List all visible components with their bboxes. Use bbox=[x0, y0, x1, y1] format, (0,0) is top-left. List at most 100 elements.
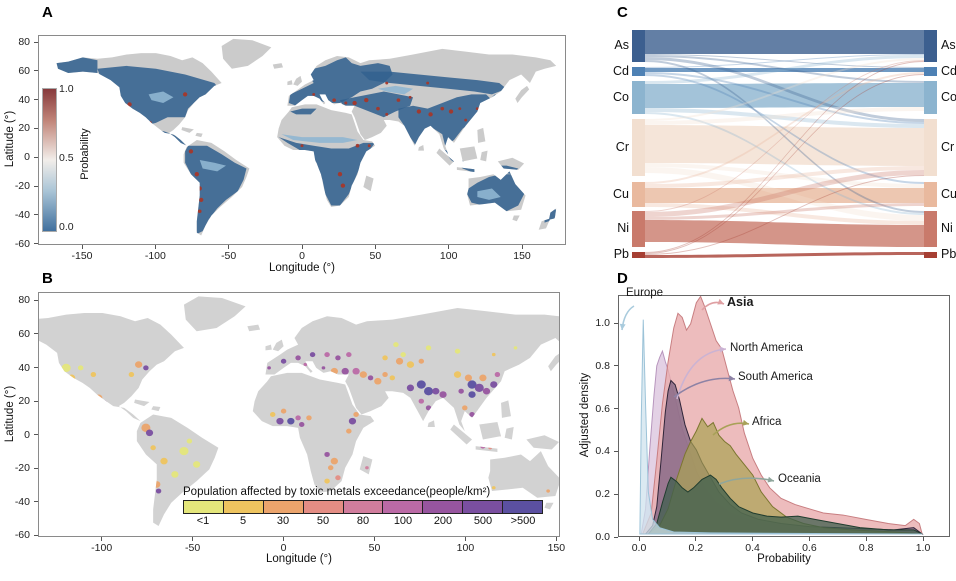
tick-mark bbox=[34, 434, 38, 436]
chart-shape bbox=[376, 106, 380, 111]
chart-shape bbox=[645, 220, 924, 247]
tick-label: 100 bbox=[439, 250, 458, 262]
chart-shape bbox=[546, 489, 550, 493]
chart-shape bbox=[645, 175, 924, 255]
legend-bin-label: <1 bbox=[196, 515, 210, 527]
tick-mark bbox=[922, 537, 924, 541]
chart-shape bbox=[418, 358, 425, 364]
sankey-node-label-left-Co: Co bbox=[613, 89, 629, 104]
chart-shape bbox=[155, 488, 162, 494]
chart-shape bbox=[645, 74, 924, 254]
sankey-node-label-left-Pb: Pb bbox=[613, 247, 629, 261]
chart-shape bbox=[127, 102, 132, 107]
chart-shape bbox=[346, 428, 352, 434]
chart-shape bbox=[360, 71, 507, 95]
tick-mark bbox=[752, 537, 754, 541]
chart-shape bbox=[295, 415, 301, 421]
tick-mark bbox=[448, 245, 450, 249]
density-svg bbox=[639, 296, 924, 535]
legend-bin-label: 80 bbox=[356, 515, 370, 527]
chart-shape bbox=[468, 391, 476, 398]
chart-shape bbox=[645, 188, 924, 203]
map-a-plot bbox=[38, 35, 566, 245]
chart-shape bbox=[645, 203, 924, 225]
tick-mark bbox=[614, 450, 618, 452]
tick-label: -40 bbox=[14, 208, 30, 221]
chart-shape bbox=[101, 400, 107, 406]
chart-shape bbox=[645, 61, 924, 253]
map-b-legend-labels: <1 5 30 50 80 100 200 500 >500 bbox=[183, 515, 543, 527]
tick-label: 0.2 bbox=[688, 542, 704, 554]
chart-shape bbox=[332, 98, 336, 102]
sankey-node-label-right-Cd: Cd bbox=[941, 63, 956, 78]
chart-shape bbox=[352, 367, 360, 375]
chart-shape bbox=[488, 446, 492, 450]
annotation-europe: Europe bbox=[626, 287, 664, 299]
panel-d-letter: D bbox=[617, 270, 628, 287]
chart-shape bbox=[280, 358, 287, 364]
chart-shape bbox=[645, 107, 924, 125]
chart-shape bbox=[330, 367, 338, 375]
tick-mark bbox=[283, 537, 285, 541]
tick-label: 1.0 bbox=[915, 542, 931, 554]
panel-a-letter: A bbox=[42, 4, 53, 21]
map-b-legend-title: Population affected by toxic metals exce… bbox=[183, 486, 491, 498]
chart-shape bbox=[428, 112, 433, 117]
tick-mark bbox=[34, 70, 38, 72]
chart-shape bbox=[341, 367, 349, 375]
chart-shape bbox=[335, 475, 341, 481]
tick-label: -150 bbox=[71, 250, 93, 262]
chart-shape bbox=[353, 412, 359, 417]
tick-mark bbox=[34, 367, 38, 368]
chart-shape bbox=[645, 54, 924, 68]
chart-shape bbox=[340, 183, 346, 188]
legend-bin-label: 50 bbox=[316, 515, 330, 527]
chart-shape bbox=[406, 361, 415, 368]
chart-shape bbox=[321, 366, 326, 370]
tick-label: 150 bbox=[547, 542, 566, 554]
chart-shape bbox=[324, 352, 330, 358]
chart-shape bbox=[544, 208, 557, 223]
tick-label: 0.2 bbox=[595, 488, 610, 501]
chart-shape bbox=[193, 461, 201, 468]
tick-mark bbox=[301, 245, 303, 249]
annotation-south-america: South America bbox=[738, 371, 813, 383]
tick-label: 0.0 bbox=[595, 531, 610, 543]
legend-bin-swatch bbox=[423, 501, 464, 513]
chart-shape bbox=[482, 387, 491, 395]
chart-shape bbox=[143, 365, 149, 371]
chart-shape bbox=[458, 107, 462, 111]
chart-shape bbox=[632, 252, 645, 258]
chart-shape bbox=[67, 374, 76, 382]
tick-mark bbox=[34, 400, 38, 402]
chart-shape bbox=[306, 415, 312, 421]
chart-shape bbox=[924, 182, 937, 207]
tick-label: 0.4 bbox=[595, 445, 610, 458]
chart-shape bbox=[344, 101, 348, 105]
chart-shape bbox=[179, 446, 189, 456]
tick-mark bbox=[614, 493, 618, 495]
chart-shape bbox=[645, 203, 924, 220]
tick-label: -20 bbox=[14, 462, 30, 475]
map-b-legend-swatches bbox=[183, 500, 543, 514]
chart-shape bbox=[645, 112, 924, 215]
tick-mark bbox=[614, 536, 618, 538]
chart-shape bbox=[645, 54, 924, 68]
map-a-xlabel: Longitude (°) bbox=[269, 262, 335, 274]
chart-shape bbox=[924, 119, 937, 176]
chart-shape bbox=[639, 319, 923, 535]
tick-label: -40 bbox=[14, 495, 30, 508]
chart-shape bbox=[95, 394, 103, 402]
legend-bin-label: >500 bbox=[510, 515, 536, 527]
tick-mark bbox=[865, 537, 867, 541]
tick-mark bbox=[81, 245, 83, 249]
chart-shape bbox=[160, 457, 168, 465]
chart-shape bbox=[280, 408, 287, 414]
tick-mark bbox=[34, 99, 38, 101]
chart-shape bbox=[462, 405, 468, 411]
legend-bin-swatch bbox=[223, 501, 264, 513]
legend-bin-label: 100 bbox=[393, 515, 413, 527]
chart-shape bbox=[491, 352, 496, 357]
chart-shape bbox=[299, 421, 305, 427]
